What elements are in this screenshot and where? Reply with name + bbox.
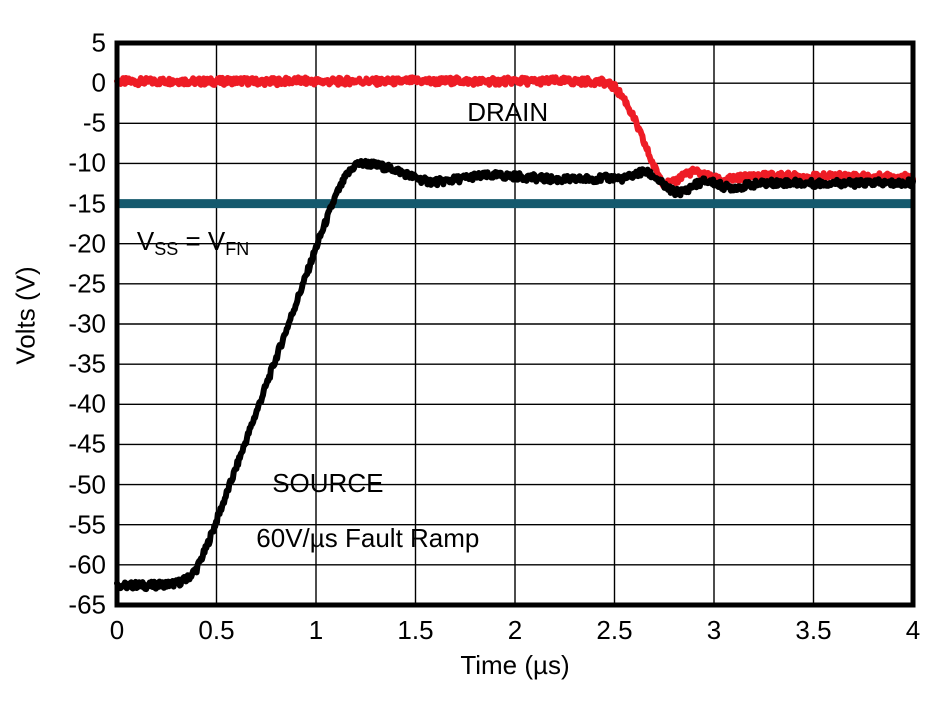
axis-frame — [114, 40, 916, 608]
y-tick-label: -40 — [68, 388, 106, 419]
y-tick-label: -35 — [68, 348, 106, 379]
fault-ramp-label: 60V/µs Fault Ramp — [256, 522, 480, 553]
series-line-drain — [114, 74, 916, 191]
y-tick-label: -30 — [68, 308, 106, 339]
y-tick-label: -5 — [82, 107, 106, 138]
y-tick-label: -45 — [68, 428, 106, 459]
x-tick-label: 2 — [507, 615, 523, 645]
y-tick-label: -55 — [68, 509, 106, 540]
drain-series-label: DRAIN — [467, 97, 549, 128]
y-tick-label: 0 — [91, 67, 106, 98]
y-tick-label: -65 — [68, 589, 106, 620]
y-tick-label: -10 — [68, 147, 106, 178]
x-tick-label: 3 — [706, 615, 722, 645]
x-tick-label: 0.5 — [198, 615, 235, 645]
vss-equals: = V — [178, 225, 226, 256]
vss-subscript: SS — [154, 238, 179, 259]
y-tick-label: -15 — [68, 188, 106, 219]
threshold-voltage-label: VSS = VFN — [136, 225, 250, 259]
source-series-label: SOURCE — [272, 468, 384, 499]
y-tick-label: -20 — [68, 228, 106, 259]
x-tick-label: 3.5 — [795, 615, 832, 645]
x-tick-label: 4 — [905, 615, 921, 645]
x-tick-label: 2.5 — [596, 615, 633, 645]
vss-prefix: V — [136, 225, 155, 256]
x-tick-label: 0 — [109, 615, 125, 645]
y-tick-label: 5 — [91, 27, 106, 58]
x-tick-label: 1.5 — [397, 615, 434, 645]
y-axis-title: Volts (V) — [10, 266, 41, 365]
y-tick-label: -50 — [68, 469, 106, 500]
y-tick-label: -25 — [68, 268, 106, 299]
x-tick-label: 1 — [308, 615, 324, 645]
series-line-source — [114, 157, 916, 593]
x-axis-title: Time (µs) — [460, 650, 570, 680]
vfn-subscript: FN — [225, 238, 250, 259]
y-tick-label: -60 — [68, 549, 106, 580]
